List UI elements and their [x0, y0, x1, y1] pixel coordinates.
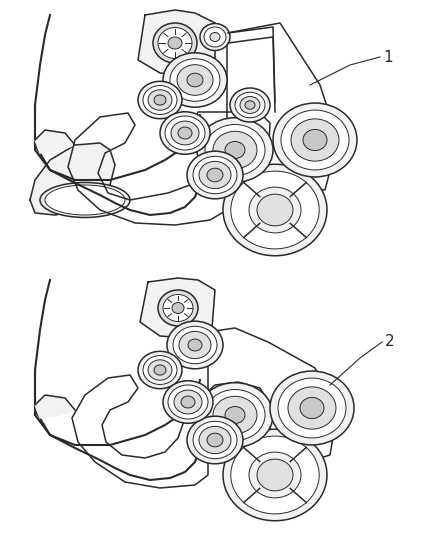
Polygon shape [35, 130, 75, 153]
Ellipse shape [207, 168, 223, 182]
Ellipse shape [230, 436, 318, 514]
Ellipse shape [187, 73, 202, 87]
Ellipse shape [290, 119, 338, 161]
Polygon shape [138, 10, 215, 75]
Ellipse shape [138, 351, 182, 389]
Ellipse shape [302, 130, 326, 150]
Ellipse shape [165, 116, 205, 150]
Ellipse shape [225, 141, 244, 158]
Ellipse shape [248, 452, 300, 498]
Ellipse shape [212, 131, 256, 169]
Ellipse shape [159, 112, 209, 154]
Ellipse shape [277, 378, 345, 438]
Ellipse shape [244, 101, 254, 109]
Ellipse shape [154, 95, 166, 105]
Ellipse shape [148, 360, 172, 380]
Ellipse shape [162, 381, 212, 423]
Ellipse shape [153, 23, 197, 63]
Ellipse shape [162, 53, 226, 107]
Ellipse shape [154, 365, 166, 375]
Ellipse shape [172, 303, 184, 313]
Ellipse shape [168, 37, 182, 49]
Ellipse shape [269, 371, 353, 445]
Ellipse shape [158, 28, 191, 59]
Ellipse shape [193, 421, 237, 459]
Ellipse shape [200, 23, 230, 51]
Ellipse shape [198, 161, 230, 189]
Ellipse shape [204, 27, 226, 47]
Ellipse shape [223, 429, 326, 521]
Ellipse shape [170, 59, 219, 101]
Polygon shape [30, 143, 115, 215]
Ellipse shape [148, 90, 172, 110]
Ellipse shape [40, 182, 130, 217]
Ellipse shape [177, 127, 191, 139]
Text: 2: 2 [384, 335, 394, 350]
Ellipse shape [205, 125, 265, 175]
Ellipse shape [209, 33, 219, 42]
Ellipse shape [230, 88, 269, 122]
Ellipse shape [280, 110, 348, 170]
Ellipse shape [179, 332, 211, 359]
Ellipse shape [207, 433, 223, 447]
Ellipse shape [230, 171, 318, 249]
Ellipse shape [177, 64, 212, 95]
Polygon shape [140, 278, 215, 338]
Ellipse shape [173, 326, 216, 364]
Ellipse shape [248, 187, 300, 233]
Ellipse shape [187, 339, 201, 351]
Ellipse shape [234, 92, 265, 118]
Ellipse shape [143, 356, 177, 384]
Text: 1: 1 [382, 50, 392, 64]
Ellipse shape [187, 416, 243, 464]
Ellipse shape [198, 426, 230, 454]
Ellipse shape [158, 290, 198, 326]
Ellipse shape [272, 103, 356, 177]
Ellipse shape [197, 118, 272, 182]
Ellipse shape [240, 96, 259, 114]
Ellipse shape [256, 459, 292, 491]
Ellipse shape [256, 194, 292, 226]
Ellipse shape [45, 185, 125, 215]
Ellipse shape [166, 321, 223, 369]
Ellipse shape [171, 121, 198, 145]
Polygon shape [35, 395, 75, 418]
Ellipse shape [197, 383, 272, 447]
Ellipse shape [180, 396, 194, 408]
Ellipse shape [173, 390, 201, 414]
Ellipse shape [223, 164, 326, 256]
Ellipse shape [287, 387, 335, 429]
Ellipse shape [193, 156, 237, 193]
Ellipse shape [187, 151, 243, 199]
Ellipse shape [212, 397, 256, 434]
Ellipse shape [162, 295, 193, 321]
Ellipse shape [299, 398, 323, 418]
Ellipse shape [205, 390, 265, 440]
Ellipse shape [138, 82, 182, 119]
Ellipse shape [168, 385, 208, 419]
Ellipse shape [225, 407, 244, 424]
Ellipse shape [143, 86, 177, 115]
